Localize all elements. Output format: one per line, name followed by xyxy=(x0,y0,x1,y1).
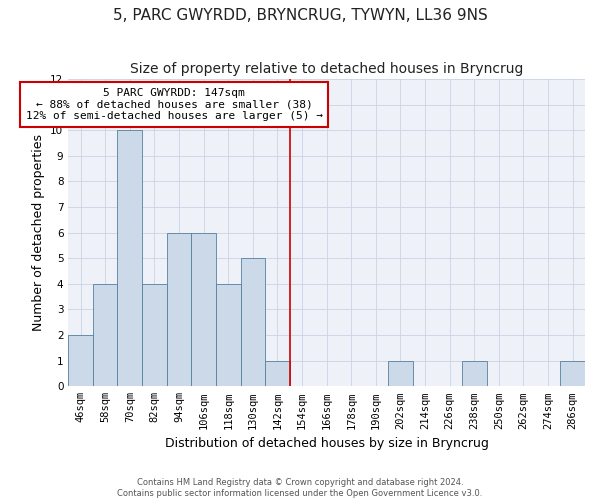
Bar xyxy=(93,284,118,386)
Bar xyxy=(191,232,216,386)
Bar xyxy=(241,258,265,386)
Text: 5, PARC GWYRDD, BRYNCRUG, TYWYN, LL36 9NS: 5, PARC GWYRDD, BRYNCRUG, TYWYN, LL36 9N… xyxy=(113,8,487,22)
Bar xyxy=(68,335,93,386)
Bar xyxy=(560,360,585,386)
Text: 5 PARC GWYRDD: 147sqm
← 88% of detached houses are smaller (38)
12% of semi-deta: 5 PARC GWYRDD: 147sqm ← 88% of detached … xyxy=(26,88,323,121)
Bar xyxy=(167,232,191,386)
X-axis label: Distribution of detached houses by size in Bryncrug: Distribution of detached houses by size … xyxy=(165,437,488,450)
Y-axis label: Number of detached properties: Number of detached properties xyxy=(32,134,44,331)
Bar xyxy=(462,360,487,386)
Bar xyxy=(265,360,290,386)
Title: Size of property relative to detached houses in Bryncrug: Size of property relative to detached ho… xyxy=(130,62,523,76)
Bar xyxy=(142,284,167,386)
Bar xyxy=(216,284,241,386)
Bar xyxy=(388,360,413,386)
Bar xyxy=(118,130,142,386)
Text: Contains HM Land Registry data © Crown copyright and database right 2024.
Contai: Contains HM Land Registry data © Crown c… xyxy=(118,478,482,498)
